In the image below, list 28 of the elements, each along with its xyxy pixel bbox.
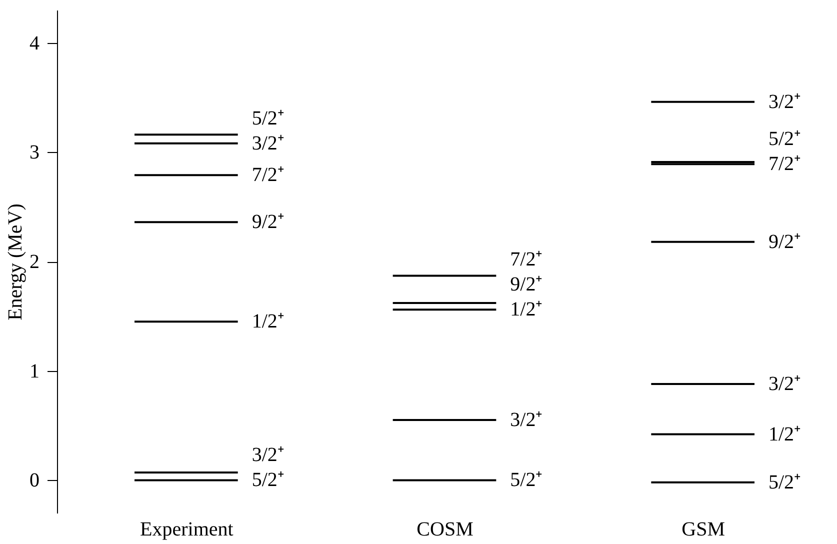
y-tick-label: 1: [30, 360, 40, 382]
series-label: 3/2⁺: [768, 372, 802, 395]
series-label: 9/2⁺: [510, 273, 543, 296]
series-label: 5/2⁺: [768, 128, 802, 150]
series-label: 7/2⁺: [768, 153, 802, 176]
series-label: 5/2⁺: [510, 469, 543, 492]
series-label: 1/2⁺: [510, 298, 543, 321]
x-tick-label: Experiment: [140, 518, 234, 540]
y-axis-title: Energy (MeV): [4, 204, 26, 320]
x-tick-label: GSM: [682, 518, 726, 540]
y-tick-label: 2: [30, 251, 40, 273]
series-label: 5/2⁺: [252, 107, 284, 130]
y-tick-label: 4: [30, 32, 40, 54]
series-label: 5/2⁺: [768, 471, 802, 494]
x-tick-label: COSM: [416, 518, 474, 540]
series-label: 1/2⁺: [252, 310, 284, 333]
series-label: 3/2⁺: [252, 444, 284, 466]
series-label: 1/2⁺: [768, 423, 802, 446]
y-tick-label: 0: [30, 470, 40, 492]
series-label: 5/2⁺: [252, 469, 284, 492]
y-tick-label: 3: [30, 142, 40, 164]
series-label: 9/2⁺: [768, 230, 802, 253]
series-label: 3/2⁺: [252, 132, 284, 154]
series-label: 7/2⁺: [252, 164, 284, 186]
series-label: 7/2⁺: [510, 248, 543, 270]
series-label: 3/2⁺: [768, 90, 802, 113]
series-label: 3/2⁺: [510, 409, 543, 432]
series-label: 9/2⁺: [252, 211, 284, 234]
